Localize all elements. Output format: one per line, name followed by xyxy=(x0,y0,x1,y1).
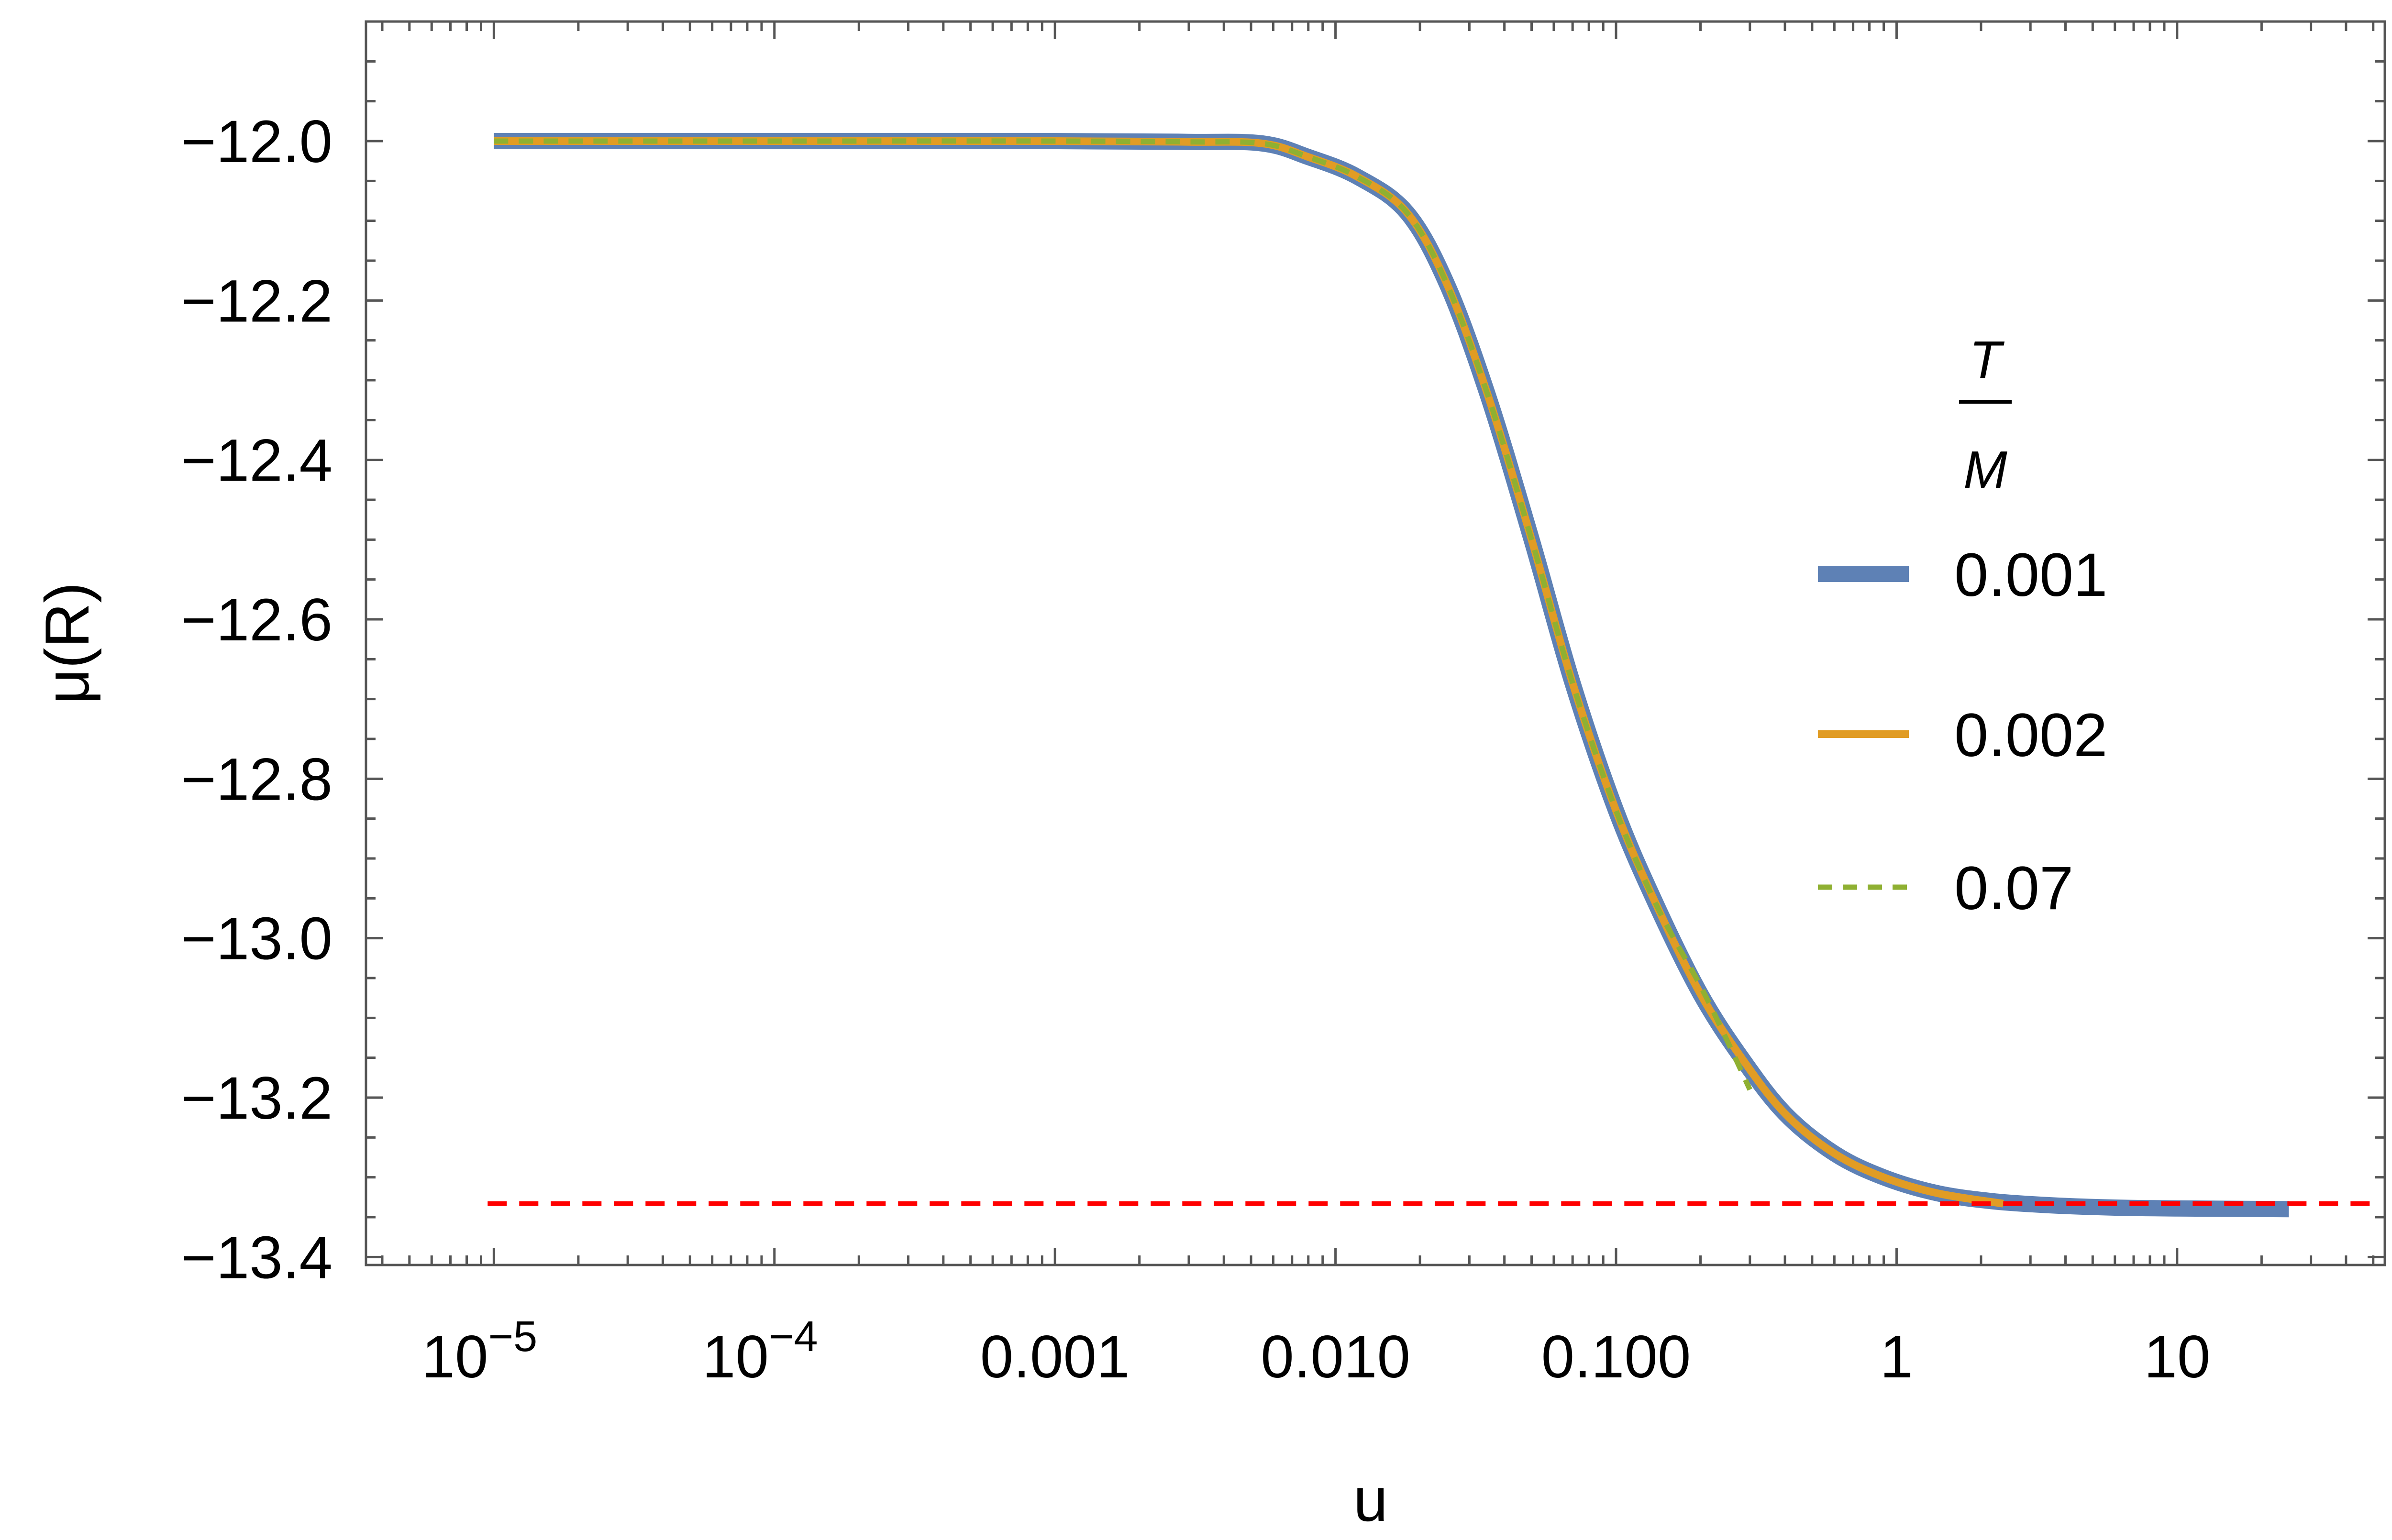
y-tick-label: −12.2 xyxy=(181,268,332,334)
x-tick-label: 0.001 xyxy=(980,1324,1130,1390)
y-axis-title: μ(R) xyxy=(32,582,102,704)
legend-title-denominator: M xyxy=(1963,440,2007,499)
x-tick-label: 10−4 xyxy=(702,1313,818,1390)
y-tick-label: −12.4 xyxy=(181,428,332,494)
x-tick-label: 0.010 xyxy=(1261,1324,1410,1390)
legend-label: 0.07 xyxy=(1954,854,2073,923)
y-tick-label: −13.4 xyxy=(181,1224,332,1291)
y-tick-label: −12.8 xyxy=(181,746,332,813)
y-tick-label: −13.0 xyxy=(181,906,332,972)
x-tick-label: 1 xyxy=(1880,1324,1914,1390)
x-tick-label: 0.100 xyxy=(1541,1324,1691,1390)
series-layer xyxy=(487,132,2380,1218)
y-tick-label: −12.0 xyxy=(181,109,332,175)
y-tick-label: −13.2 xyxy=(181,1065,332,1132)
plot-frame xyxy=(365,20,2386,1266)
x-axis-title: u xyxy=(1353,1464,1388,1534)
x-tick-label: 10−5 xyxy=(422,1313,538,1390)
series-line-0.001 xyxy=(494,132,2289,1218)
legend-label: 0.001 xyxy=(1954,541,2107,609)
legend-label: 0.002 xyxy=(1954,701,2107,770)
series-line-0.07 xyxy=(494,138,1752,1091)
x-tick-label: 10 xyxy=(2144,1324,2210,1390)
y-tick-label: −12.6 xyxy=(181,587,332,653)
series-line-0.002 xyxy=(494,137,2004,1208)
legend-title-numerator: T xyxy=(1969,330,2004,389)
